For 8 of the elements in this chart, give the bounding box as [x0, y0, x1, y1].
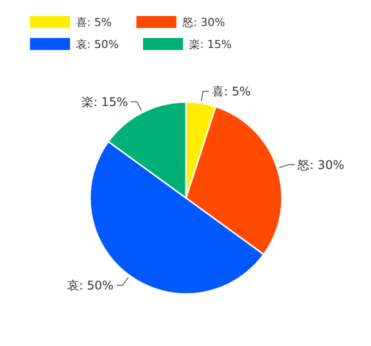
legend-label: 喜: 5% — [76, 16, 112, 29]
legend-label: 怒: 30% — [181, 16, 226, 29]
legend-label: 哀: 50% — [76, 38, 119, 51]
slice-label: 楽: 15% — [81, 94, 128, 109]
slice-label: 怒: 30% — [296, 158, 344, 172]
slice-label: 喜: 5% — [212, 84, 251, 99]
legend-label: 楽: 15% — [189, 38, 232, 51]
slice-label: 哀: 50% — [66, 278, 114, 293]
